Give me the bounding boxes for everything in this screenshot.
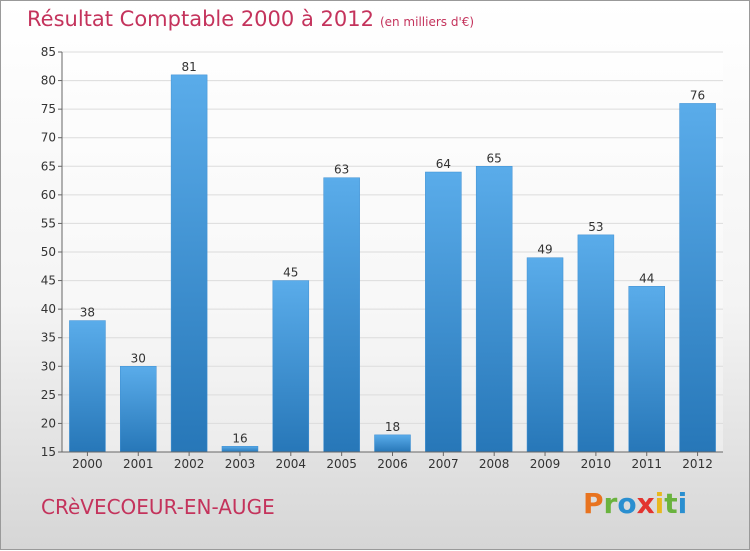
y-tick-label: 40 — [41, 302, 56, 316]
y-tick-label: 15 — [41, 445, 56, 459]
proxiti-letter: o — [617, 487, 637, 520]
bar-2009 — [526, 257, 564, 453]
x-tick-label-2009: 2009 — [530, 457, 561, 471]
data-label-2005: 63 — [334, 163, 349, 177]
x-tick-label-2001: 2001 — [123, 457, 154, 471]
proxiti-letter: r — [603, 487, 618, 520]
x-tick-label-2005: 2005 — [326, 457, 357, 471]
proxiti-letter: i — [677, 487, 688, 520]
y-tick-label: 85 — [41, 45, 56, 59]
x-tick-label-2007: 2007 — [428, 457, 459, 471]
data-label-2004: 45 — [283, 266, 298, 280]
bars — [69, 74, 716, 453]
data-label-2010: 53 — [588, 220, 603, 234]
chart-title-main: Résultat Comptable 2000 à 2012 — [27, 7, 374, 31]
bar-2001 — [120, 366, 157, 453]
bar-2002 — [170, 74, 208, 453]
x-axis-ticks: 2000 2001 2002 2003 2004 2005 2006 2007 2008 2009… — [72, 452, 713, 471]
data-labels: 38 30 81 16 45 63 18 64 65 49 53 44 76 — [80, 60, 705, 445]
bar-2007 — [425, 171, 462, 453]
bar-2008 — [475, 166, 513, 453]
bar-2011 — [628, 286, 665, 453]
commune-name: CRèVECOEUR-EN-AUGE — [41, 495, 275, 519]
data-label-2009: 49 — [537, 243, 552, 257]
data-label-2003: 16 — [232, 431, 247, 445]
y-tick-label: 80 — [41, 74, 56, 88]
y-tick-label: 75 — [41, 102, 56, 116]
x-tick-label-2000: 2000 — [72, 457, 103, 471]
bar-2010 — [577, 234, 615, 453]
chart-subtitle: (en milliers d'€) — [379, 15, 475, 29]
proxiti-logo: Proxiti — [583, 487, 687, 520]
x-tick-label-2006: 2006 — [377, 457, 408, 471]
y-tick-label: 25 — [41, 388, 56, 402]
bar-2003 — [221, 446, 259, 453]
y-tick-label: 70 — [41, 131, 56, 145]
data-label-2012: 76 — [690, 88, 705, 102]
proxiti-letter: i — [654, 487, 665, 520]
data-label-2011: 44 — [639, 271, 654, 285]
y-tick-label: 60 — [41, 188, 56, 202]
x-tick-label-2012: 2012 — [682, 457, 713, 471]
data-label-2000: 38 — [80, 306, 95, 320]
proxiti-letter: P — [583, 487, 604, 520]
chart-title: Résultat Comptable 2000 à 2012 (en millie… — [27, 7, 474, 31]
bar-2005 — [323, 177, 360, 453]
y-tick-label: 55 — [41, 216, 56, 230]
proxiti-letter: t — [664, 487, 678, 520]
x-tick-label-2008: 2008 — [479, 457, 510, 471]
y-tick-label: 45 — [41, 274, 56, 288]
bar-2000 — [69, 320, 106, 453]
x-tick-label-2002: 2002 — [174, 457, 205, 471]
y-tick-label: 20 — [41, 416, 56, 430]
data-label-2007: 64 — [436, 157, 451, 171]
bar-2004 — [272, 280, 310, 453]
bar-2006 — [374, 434, 411, 453]
data-label-2001: 30 — [131, 351, 146, 365]
y-axis-ticks: 15 20 25 30 35 40 45 50 55 60 65 70 75 80 85 — [41, 45, 62, 459]
x-tick-label-2003: 2003 — [225, 457, 256, 471]
x-tick-label-2011: 2011 — [631, 457, 662, 471]
data-label-2002: 81 — [181, 60, 196, 74]
bar-2012 — [679, 103, 716, 453]
y-tick-label: 35 — [41, 331, 56, 345]
data-label-2008: 65 — [487, 151, 502, 165]
y-tick-label: 30 — [41, 359, 56, 373]
proxiti-letter: x — [636, 487, 655, 520]
x-tick-label-2004: 2004 — [276, 457, 307, 471]
x-tick-label-2010: 2010 — [581, 457, 612, 471]
y-tick-label: 50 — [41, 245, 56, 259]
y-tick-label: 65 — [41, 159, 56, 173]
data-label-2006: 18 — [385, 420, 400, 434]
